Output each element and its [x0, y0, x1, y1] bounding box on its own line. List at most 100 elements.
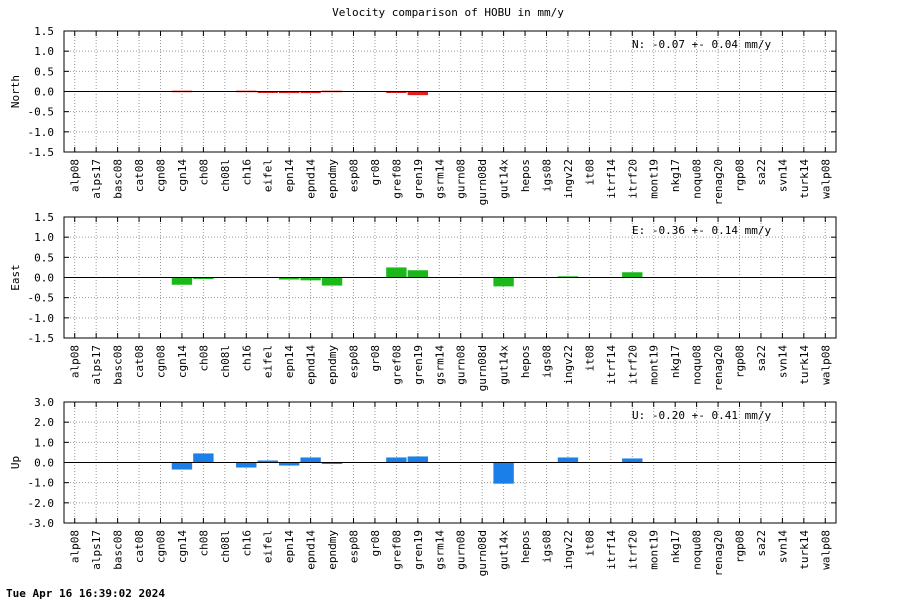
bar-east-gut14x [493, 277, 514, 287]
bar-east-ch08 [193, 277, 214, 279]
x-tick-label-ch16: ch16 [240, 530, 253, 557]
x-tick-label-alp08: alp08 [69, 345, 82, 378]
y-tick-label: -0.5 [28, 292, 55, 305]
x-tick-label-epn14: epn14 [283, 345, 296, 378]
timestamp-label: Tue Apr 16 16:39:02 2024 [6, 587, 165, 600]
y-tick-label: 0.0 [34, 86, 54, 99]
x-tick-label-esp08: esp08 [348, 345, 361, 378]
x-tick-label-hepos: hepos [519, 159, 532, 192]
bar-up-gref08 [386, 457, 407, 463]
y-tick-label: 3.0 [34, 396, 54, 409]
x-tick-label-cgn14: cgn14 [176, 345, 189, 378]
x-tick-label-it08: it08 [583, 530, 596, 557]
x-tick-label-epn14: epn14 [283, 530, 296, 563]
plot-frame [63, 216, 837, 339]
x-tick-label-itrf14: itrf14 [605, 530, 618, 570]
x-tick-label-turk14: turk14 [798, 530, 811, 570]
stats-annotation: E: -0.36 +- 0.14 mm/y [632, 224, 771, 237]
bar-east-gren19 [407, 270, 429, 278]
x-tick-label-itrf20: itrf20 [626, 345, 639, 385]
x-tick-label-gref08: gref08 [390, 159, 403, 199]
x-tick-label-alps17: alps17 [90, 159, 103, 199]
bar-up-eifel [257, 460, 278, 463]
panel-east: -1.5 -1.0 -0.5 0.0 0.5 1.0 1.5 alp08 alps17 basc0… [9, 211, 837, 391]
x-tick-label-alp08: alp08 [69, 159, 82, 192]
x-tick-label-itrf14: itrf14 [605, 345, 618, 385]
y-tick-label: -1.0 [28, 126, 55, 139]
x-tick-label-gut14x: gut14x [498, 159, 511, 199]
x-tick-label-epndmy: epndmy [326, 530, 339, 570]
x-tick-label-svn14: svn14 [776, 345, 789, 378]
x-tick-label-alp08: alp08 [69, 530, 82, 563]
x-tick-label-ch08: ch08 [197, 530, 210, 557]
x-tick-label-ch08l: ch08l [219, 159, 232, 192]
x-tick-label-ingv22: ingv22 [562, 530, 575, 570]
x-tick-label-renag20: renag20 [712, 159, 725, 205]
y-tick-label: -3.0 [28, 517, 55, 530]
x-tick-label-eifel: eifel [262, 345, 275, 378]
x-tick-label-sa22: sa22 [755, 159, 768, 186]
x-tick-label-svn14: svn14 [776, 530, 789, 563]
x-tick-label-gurn08: gurn08 [455, 345, 468, 385]
x-tick-label-gren19: gren19 [412, 530, 425, 570]
x-tick-label-igs08: igs08 [541, 345, 554, 378]
x-tick-label-walp08: walp08 [819, 159, 832, 199]
x-tick-label-it08: it08 [583, 345, 596, 372]
y-tick-label: 0.0 [34, 272, 54, 285]
stats-annotation: U: -0.20 +- 0.41 mm/y [632, 409, 771, 422]
bar-up-ingv22 [557, 457, 579, 463]
x-tick-label-esp08: esp08 [348, 530, 361, 563]
x-tick-label-rgp08: rgp08 [734, 159, 747, 192]
y-tick-label: 1.5 [34, 211, 54, 224]
bar-up-epndmy [321, 462, 343, 464]
x-tick-label-cgn08: cgn08 [155, 159, 168, 192]
x-tick-label-epn14: epn14 [283, 159, 296, 192]
bar-up-epn14 [278, 462, 300, 466]
y-tick-label: -2.0 [28, 497, 55, 510]
bar-north-eifel [257, 91, 278, 93]
x-tick-label-cat08: cat08 [133, 159, 146, 192]
x-tick-label-ch08l: ch08l [219, 345, 232, 378]
y-tick-label: 1.0 [34, 45, 54, 58]
x-tick-label-renag20: renag20 [712, 530, 725, 576]
y-tick-label: 2.0 [34, 416, 54, 429]
y-tick-label: 0.5 [34, 65, 54, 78]
x-tick-label-gref08: gref08 [390, 530, 403, 570]
bar-east-cgn14 [171, 277, 193, 285]
x-tick-label-sa22: sa22 [755, 530, 768, 557]
x-tick-label-gren19: gren19 [412, 345, 425, 385]
x-tick-label-gurn08d: gurn08d [476, 345, 489, 391]
x-tick-label-gr08: gr08 [369, 345, 382, 372]
x-tick-label-igs08: igs08 [541, 530, 554, 563]
y-tick-label: -1.0 [28, 477, 55, 490]
x-tick-label-mont19: mont19 [648, 159, 661, 199]
bar-up-gren19 [407, 456, 429, 463]
y-axis-label: North [9, 75, 22, 108]
x-tick-label-eifel: eifel [262, 159, 275, 192]
bar-north-epn14 [278, 91, 300, 94]
y-tick-label: 0.0 [34, 457, 54, 470]
x-tick-label-gut14x: gut14x [498, 530, 511, 570]
bar-east-epndmy [321, 277, 343, 286]
x-tick-label-gr08: gr08 [369, 159, 382, 186]
x-tick-label-gsrm14: gsrm14 [433, 530, 446, 570]
x-tick-label-epnd14: epnd14 [305, 530, 318, 570]
x-tick-label-basc08: basc08 [112, 345, 125, 385]
y-axis-label: Up [9, 456, 22, 469]
bar-up-itrf20 [622, 458, 643, 463]
x-tick-label-mont19: mont19 [648, 345, 661, 385]
panel-north: -1.5 -1.0 -0.5 0.0 0.5 1.0 1.5 alp08 alps17 basc0… [9, 25, 837, 205]
x-tick-label-gurn08: gurn08 [455, 530, 468, 570]
x-tick-label-gren19: gren19 [412, 159, 425, 199]
x-tick-label-cat08: cat08 [133, 345, 146, 378]
y-tick-label: -1.5 [28, 146, 55, 159]
x-tick-label-epndmy: epndmy [326, 159, 339, 199]
y-tick-label: 1.0 [34, 436, 54, 449]
x-tick-label-svn14: svn14 [776, 159, 789, 192]
x-tick-label-it08: it08 [583, 159, 596, 186]
x-tick-label-basc08: basc08 [112, 530, 125, 570]
x-tick-label-nkg17: nkg17 [669, 159, 682, 192]
x-tick-label-ch16: ch16 [240, 159, 253, 186]
x-tick-label-cgn08: cgn08 [155, 530, 168, 563]
